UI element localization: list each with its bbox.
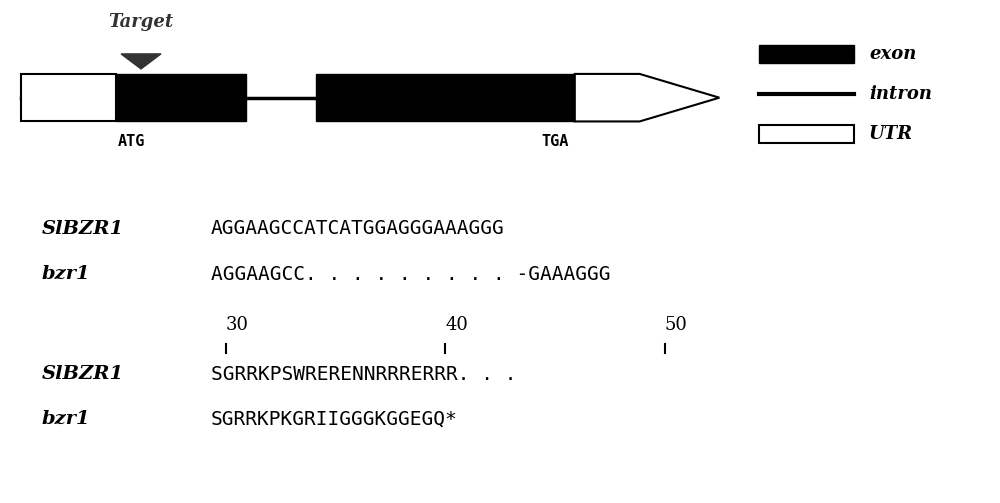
Text: 30: 30 <box>226 316 249 334</box>
Text: ATG: ATG <box>117 134 145 149</box>
Bar <box>759 125 854 143</box>
Text: AGGAAGCCATCATGGAGGGAAAGGG: AGGAAGCCATCATGGAGGGAAAGGG <box>211 219 505 238</box>
Text: intron: intron <box>869 85 932 103</box>
Text: SlBZR1: SlBZR1 <box>41 220 123 238</box>
Text: bzr1: bzr1 <box>41 265 90 283</box>
Text: SGRRKPKGRIIGGGKGGEGQ*: SGRRKPKGRIIGGGKGGEGQ* <box>211 409 458 429</box>
Bar <box>759 45 854 63</box>
Text: AGGAAGCC. . . . . . . . . -GAAAGGG: AGGAAGCC. . . . . . . . . -GAAAGGG <box>211 265 610 284</box>
Text: exon: exon <box>869 45 916 63</box>
Text: 50: 50 <box>665 316 687 334</box>
Bar <box>116 74 246 121</box>
Bar <box>21 74 116 121</box>
Text: UTR: UTR <box>869 125 913 143</box>
Text: SlBZR1: SlBZR1 <box>41 365 123 383</box>
Bar <box>316 74 575 121</box>
Text: SGRRKPSWRERENNRRRERRR. . .: SGRRKPSWRERENNRRRERRR. . . <box>211 365 516 384</box>
Polygon shape <box>575 74 719 121</box>
Text: Target: Target <box>108 14 174 31</box>
Polygon shape <box>121 54 161 69</box>
Text: 40: 40 <box>445 316 468 334</box>
Text: TGA: TGA <box>541 134 569 149</box>
Text: bzr1: bzr1 <box>41 410 90 428</box>
